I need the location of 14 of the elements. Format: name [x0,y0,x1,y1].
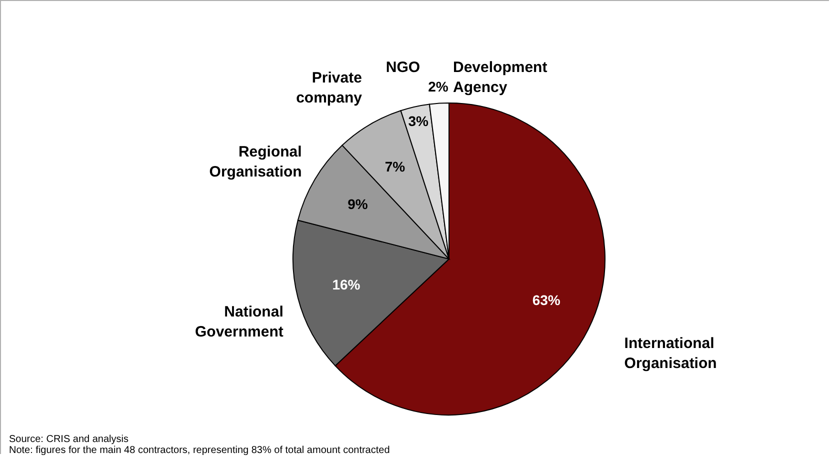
slice-label: NGO [386,59,420,76]
data-label: 3% [408,112,430,129]
data-label: 2% [428,78,449,95]
data-label: 9% [348,196,368,212]
slice-label: Private company [296,69,363,106]
slice-label: National Government [195,303,284,340]
slice-label: International Organisation [624,334,717,372]
source-note: Source: CRIS and analysis [9,434,129,445]
slice-label: Regional Organisation [209,144,302,181]
data-label: 16% [332,276,361,292]
data-label: 63% [532,292,561,308]
text: Note: figures for the main 48 contractors, representing 83% of total amount contracted [9,445,390,456]
slice-label: Development Agency [453,59,548,96]
data-label: 7% [384,158,406,175]
